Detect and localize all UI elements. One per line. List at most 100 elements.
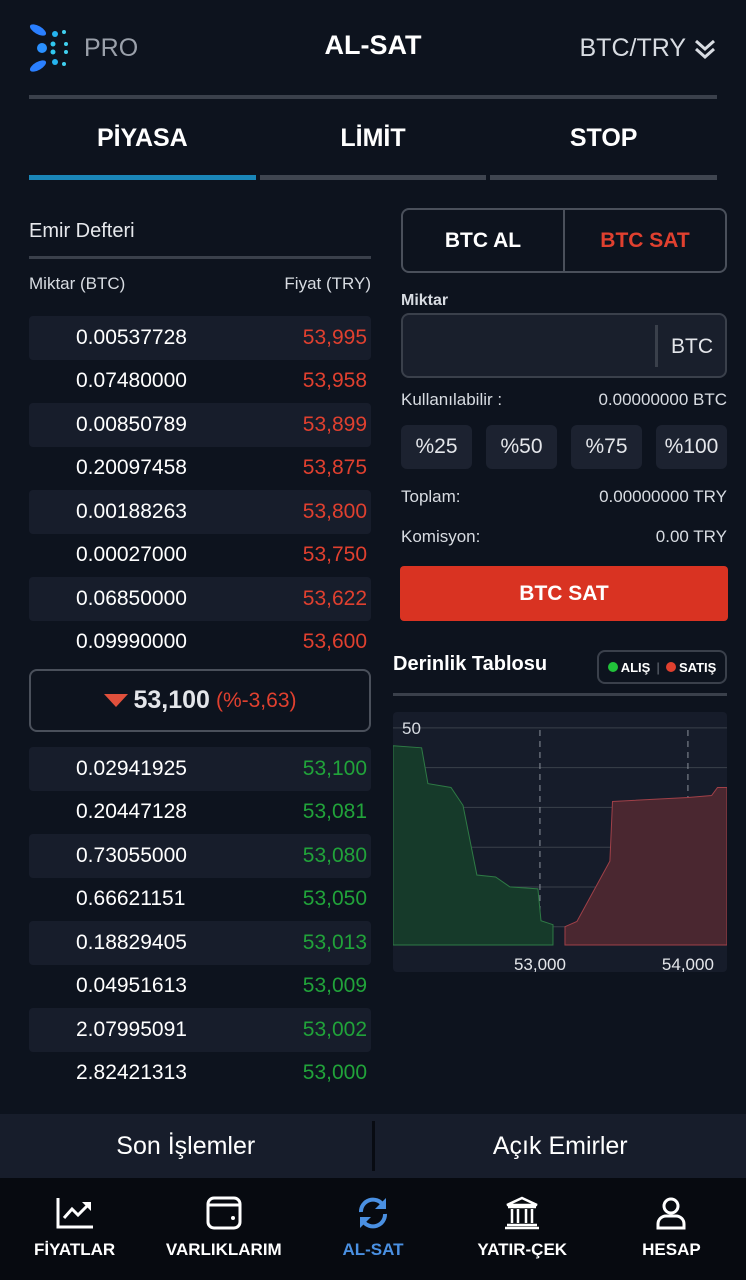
order-row[interactable]: 0.04951613 53,009 [29,965,371,1009]
amount-field[interactable]: BTC [401,313,727,378]
order-book-title: Emir Defteri [29,220,135,242]
order-amount: 0.04951613 [76,974,187,998]
percent-50-button[interactable]: %50 [486,425,557,469]
order-row[interactable]: 0.07480000 53,958 [29,360,371,404]
tab-piyasa[interactable]: PİYASA [29,110,256,180]
total-value: 0.00000000 TRY [599,487,727,506]
depth-legend: ALIŞ | SATIŞ [597,650,727,684]
amount-input[interactable] [413,325,643,365]
col-price: Fiyat (TRY) [284,274,371,293]
bid-list: 0.02941925 53,100 0.20447128 53,081 0.730550… [29,747,371,1095]
order-amount: 0.66621151 [76,887,186,911]
order-row[interactable]: 0.02941925 53,100 [29,747,371,791]
user-icon [656,1197,686,1230]
order-amount: 0.00027000 [76,543,187,567]
pair-label: BTC/TRY [579,34,687,62]
order-price: 53,600 [302,630,367,654]
nav-fiyatlar[interactable]: FİYATLAR [0,1178,149,1280]
page-title: AL-SAT [324,30,422,60]
brand-label: PRO [84,34,139,62]
price-change: (%-3,63) [215,688,297,712]
divider [29,95,717,99]
nav-hesap[interactable]: HESAP [597,1178,746,1280]
order-row[interactable]: 0.73055000 53,080 [29,834,371,878]
order-row[interactable]: 2.07995091 53,002 [29,1008,371,1052]
wallet-icon [206,1196,242,1230]
nav-yatir-cek[interactable]: YATIR-ÇEK [448,1178,597,1280]
order-amount: 2.07995091 [76,1017,187,1041]
buy-tab[interactable]: BTC AL [444,228,522,252]
sell-depth-area [564,787,728,946]
order-row[interactable]: 0.00188263 53,800 [29,490,371,534]
order-amount: 0.06850000 [76,586,187,610]
divider [371,1121,375,1171]
total-row: Toplam: 0.00000000 TRY [401,487,727,507]
down-arrow-icon [103,694,128,707]
order-row[interactable]: 0.18829405 53,013 [29,921,371,965]
sell-button[interactable]: BTC SAT [400,566,728,621]
bottom-nav: FİYATLAR VARLIKLARIM AL-SAT YATIR-ÇEK HE… [0,1178,746,1280]
buy-depth-area [392,745,554,946]
order-amount: 0.02941925 [76,756,187,780]
order-price: 53,958 [302,369,367,393]
order-price: 53,013 [302,930,367,954]
sell-tab[interactable]: BTC SAT [563,210,725,271]
pair-selector[interactable]: BTC/TRY [580,34,717,63]
divider [655,325,658,367]
bank-icon [505,1196,540,1230]
logo [28,22,72,79]
percent-25-button[interactable]: %25 [401,425,472,469]
amount-unit: BTC [671,335,713,358]
order-amount: 0.00188263 [76,499,187,523]
order-amount: 2.82421313 [76,1061,187,1085]
percent-75-button[interactable]: %75 [571,425,642,469]
tab-limit[interactable]: LİMİT [259,110,487,180]
order-amount: 0.00537728 [76,325,187,349]
last-price-value: 53,100 [133,686,210,714]
order-price: 53,995 [302,325,367,349]
order-amount: 0.20447128 [76,800,187,824]
available-value: 0.00000000 BTC [598,390,727,409]
order-price: 53,899 [302,412,367,436]
order-price: 53,050 [302,887,367,911]
fee-value: 0.00 TRY [655,527,727,546]
order-row[interactable]: 0.20097458 53,875 [29,447,371,491]
legend-sell: SATIŞ [665,660,716,675]
nav-varliklarim[interactable]: VARLIKLARIM [149,1178,298,1280]
x-tick-label: 54,000 [662,955,714,972]
nav-al-sat[interactable]: AL-SAT [298,1178,447,1280]
depth-title: Derinlik Tablosu [393,653,548,675]
tab-stop[interactable]: STOP [490,110,718,180]
open-orders-tab[interactable]: Açık Emirler [492,1131,628,1160]
order-row[interactable]: 0.00537728 53,995 [29,316,371,360]
order-amount: 0.20097458 [76,456,187,480]
order-row[interactable]: 0.06850000 53,622 [29,577,371,621]
last-price: 53,100 (%-3,63) [29,669,371,732]
order-row[interactable]: 0.66621151 53,050 [29,878,371,922]
order-row[interactable]: 2.82421313 53,000 [29,1052,371,1096]
order-row[interactable]: 0.00850789 53,899 [29,403,371,447]
order-price: 53,622 [302,586,367,610]
order-amount: 0.73055000 [76,843,187,867]
order-type-tabs: PİYASA LİMİT STOP [29,110,718,180]
divider [29,256,371,259]
order-row[interactable]: 0.09990000 53,600 [29,621,371,665]
order-book-header: Miktar (BTC) Fiyat (TRY) [29,274,371,294]
order-amount: 0.07480000 [76,369,187,393]
order-amount: 0.09990000 [76,630,187,654]
order-amount: 0.00850789 [76,412,187,436]
percent-100-button[interactable]: %100 [656,425,727,469]
recent-trades-tab[interactable]: Son İşlemler [116,1131,256,1160]
order-row[interactable]: 0.20447128 53,081 [29,791,371,835]
chart-line-icon [56,1198,93,1229]
chevron-double-down-icon [695,39,715,59]
legend-buy: ALIŞ [607,660,650,675]
divider [393,693,727,696]
total-label: Toplam: [401,487,461,506]
order-price: 53,002 [302,1017,367,1041]
x-tick-label: 53,000 [514,955,566,972]
col-amount: Miktar (BTC) [29,274,126,293]
order-row[interactable]: 0.00027000 53,750 [29,534,371,578]
